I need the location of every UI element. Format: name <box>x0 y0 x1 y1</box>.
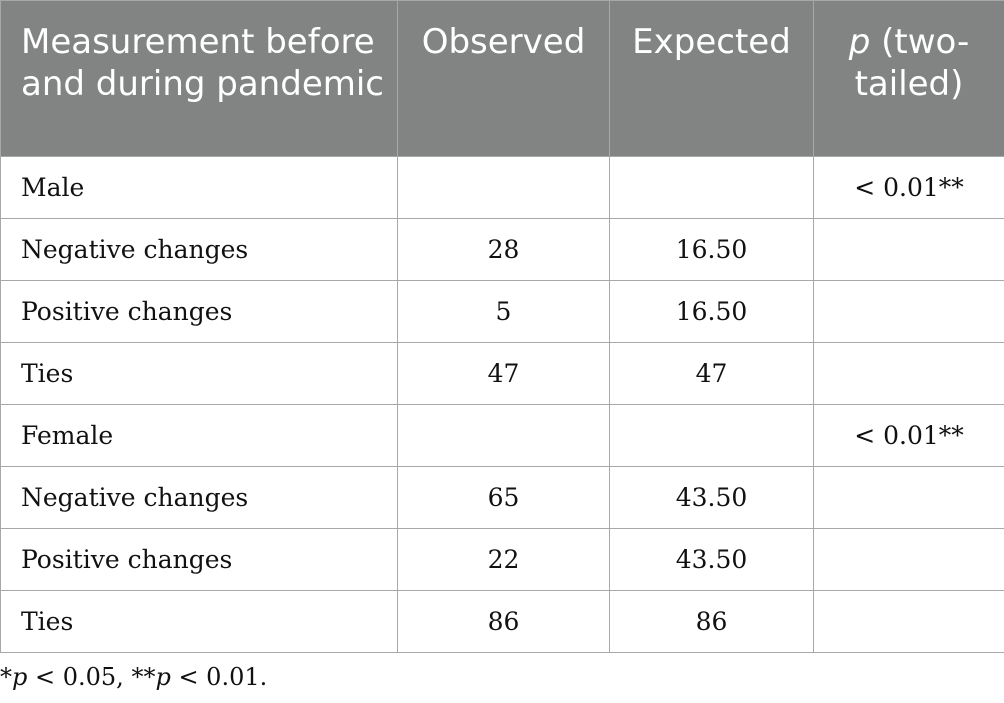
p-value-cell <box>813 466 1004 529</box>
observed-cell: 22 <box>397 528 610 591</box>
p-value-cell <box>813 528 1004 591</box>
row-label: Ties <box>0 342 398 405</box>
table-row: Female < 0.01** <box>0 404 1004 467</box>
observed-cell: 5 <box>397 280 610 343</box>
p-value-cell <box>813 590 1004 653</box>
header-measurement: Measurement before and during pandemic <box>0 0 398 157</box>
expected-cell: 43.50 <box>609 466 814 529</box>
row-label: Positive changes <box>0 280 398 343</box>
p-value-cell <box>813 342 1004 405</box>
expected-cell <box>609 404 814 467</box>
observed-cell: 47 <box>397 342 610 405</box>
table-row: Ties 86 86 <box>0 590 1004 653</box>
expected-cell: 43.50 <box>609 528 814 591</box>
footnote-condition-1: < 0.05, ** <box>27 663 156 691</box>
table-row: Ties 47 47 <box>0 342 1004 405</box>
row-label: Female <box>0 404 398 467</box>
expected-cell: 47 <box>609 342 814 405</box>
observed-cell <box>397 404 610 467</box>
header-observed: Observed <box>397 0 610 157</box>
row-label: Positive changes <box>0 528 398 591</box>
results-table: Measurement before and during pandemic O… <box>0 0 1004 653</box>
observed-cell: 28 <box>397 218 610 281</box>
footnote-star: * <box>0 663 12 691</box>
p-value-cell: < 0.01** <box>813 156 1004 219</box>
row-label: Negative changes <box>0 218 398 281</box>
expected-cell: 16.50 <box>609 218 814 281</box>
p-value-cell: < 0.01** <box>813 404 1004 467</box>
expected-cell <box>609 156 814 219</box>
header-p-value: p (two-tailed) <box>813 0 1004 157</box>
row-label: Ties <box>0 590 398 653</box>
header-p-symbol: p <box>848 22 871 62</box>
header-p-rest: (two-tailed) <box>854 22 970 104</box>
header-row: Measurement before and during pandemic O… <box>0 0 1004 157</box>
table-row: Male < 0.01** <box>0 156 1004 219</box>
header-expected: Expected <box>609 0 814 157</box>
footnote-p-symbol-1: p <box>12 663 28 691</box>
observed-cell: 86 <box>397 590 610 653</box>
footnote-p-symbol-2: p <box>155 663 171 691</box>
table-row: Positive changes 5 16.50 <box>0 280 1004 343</box>
table-row: Negative changes 65 43.50 <box>0 466 1004 529</box>
table-row: Negative changes 28 16.50 <box>0 218 1004 281</box>
table-footnote: *p < 0.05, **p < 0.01. <box>0 663 267 691</box>
p-value-cell <box>813 218 1004 281</box>
observed-cell <box>397 156 610 219</box>
observed-cell: 65 <box>397 466 610 529</box>
expected-cell: 16.50 <box>609 280 814 343</box>
footnote-condition-2: < 0.01. <box>170 663 268 691</box>
row-label: Negative changes <box>0 466 398 529</box>
row-label: Male <box>0 156 398 219</box>
p-value-cell <box>813 280 1004 343</box>
table-row: Positive changes 22 43.50 <box>0 528 1004 591</box>
expected-cell: 86 <box>609 590 814 653</box>
